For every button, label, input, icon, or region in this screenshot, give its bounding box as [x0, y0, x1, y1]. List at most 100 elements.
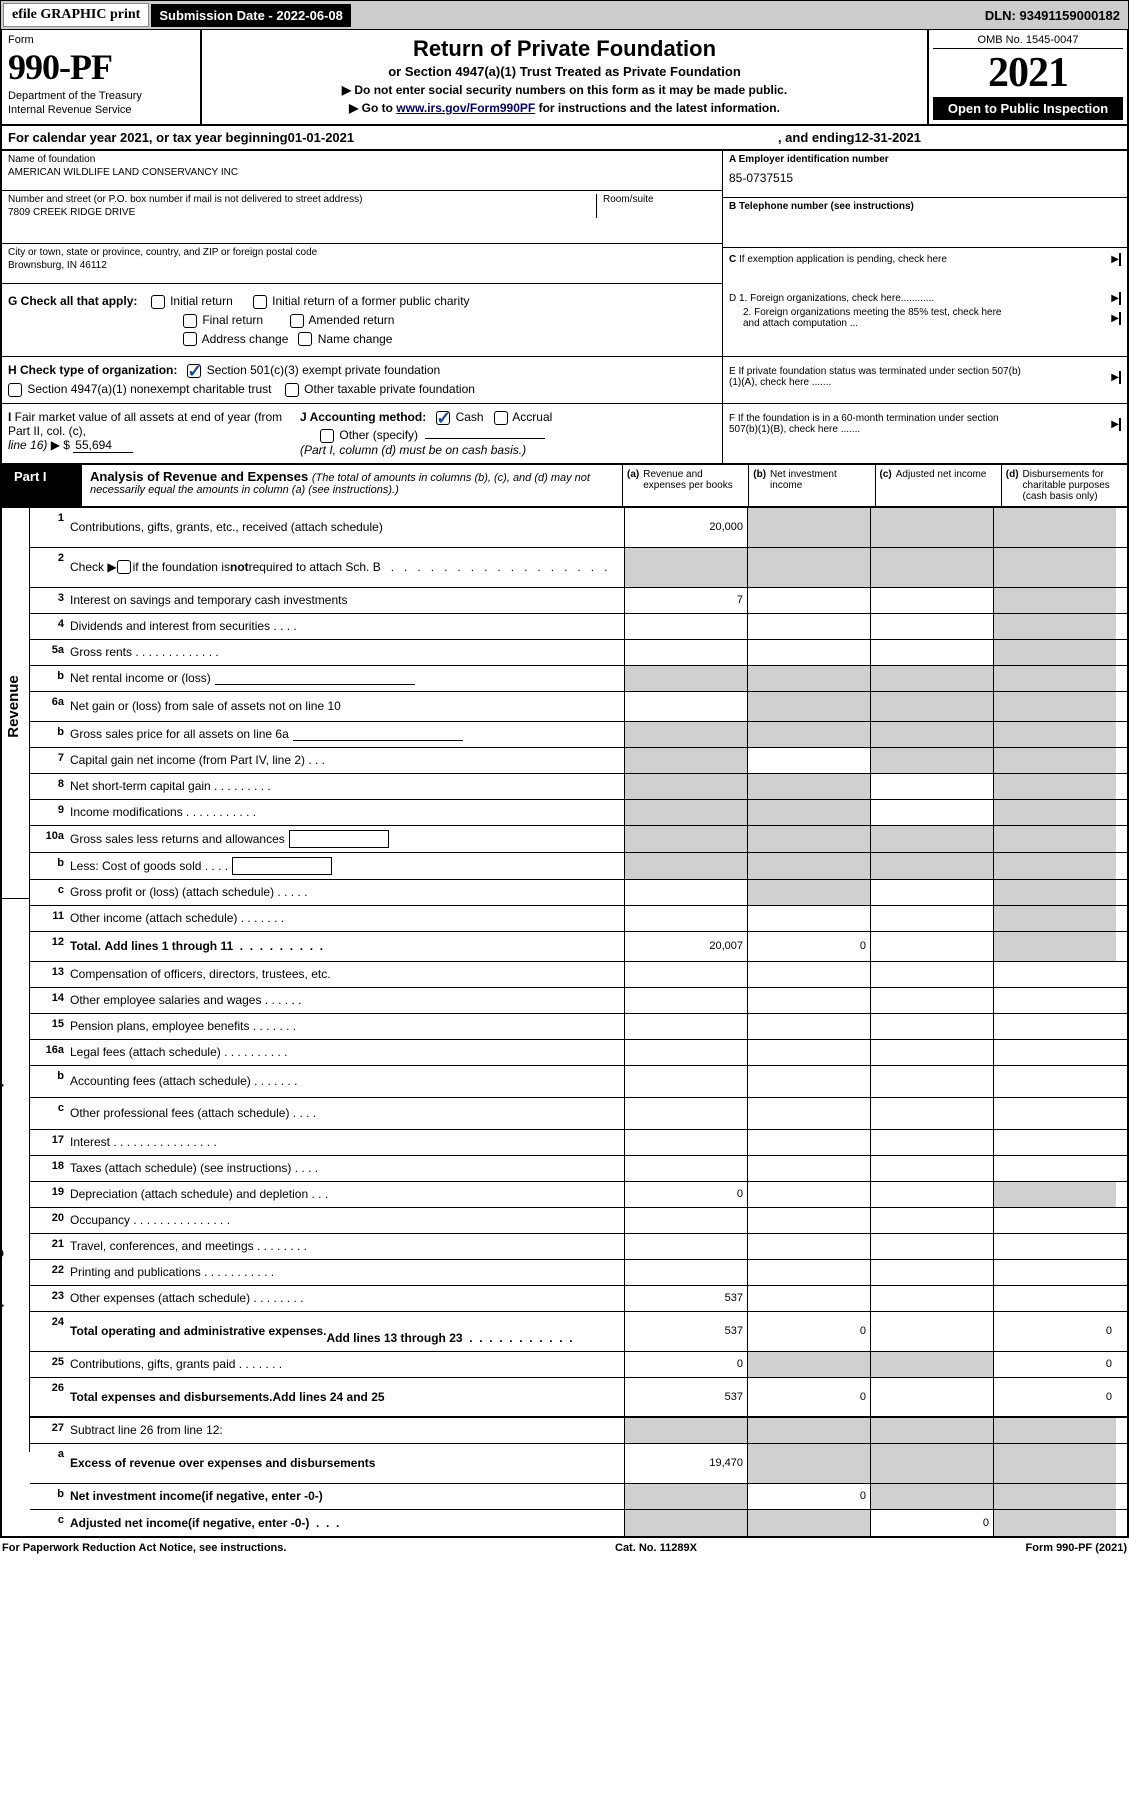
table-row: 12Total. Add lines 1 through 11 . . . . …: [30, 932, 1127, 962]
table-row: 23Other expenses (attach schedule) . . .…: [30, 1286, 1127, 1312]
table-row: 10aGross sales less returns and allowanc…: [30, 826, 1127, 853]
col-b-header: Net investment income: [770, 469, 870, 491]
table-row: 20Occupancy . . . . . . . . . . . . . . …: [30, 1208, 1127, 1234]
col-d-header: Disbursements for charitable purposes (c…: [1023, 469, 1123, 502]
table-row: 6aNet gain or (loss) from sale of assets…: [30, 692, 1127, 722]
part-1-title: Analysis of Revenue and Expenses: [90, 469, 312, 484]
footer-left: For Paperwork Reduction Act Notice, see …: [2, 1542, 286, 1554]
table-row: bNet rental income or (loss): [30, 666, 1127, 692]
g-addrchange-label: Address change: [202, 332, 289, 346]
dln-number: DLN: 93491159000182: [977, 4, 1128, 27]
g-addrchange-checkbox[interactable]: [183, 332, 197, 346]
table-row: 7Capital gain net income (from Part IV, …: [30, 748, 1127, 774]
schb-checkbox[interactable]: [117, 560, 131, 574]
tax-year: 2021: [933, 49, 1123, 97]
col-c-header: Adjusted net income: [896, 469, 987, 480]
g-amended-label: Amended return: [308, 313, 394, 327]
table-row: bNet investment income (if negative, ent…: [30, 1484, 1127, 1510]
h-e-section: H Check type of organization: Section 50…: [0, 357, 1129, 404]
table-row: 8Net short-term capital gain . . . . . .…: [30, 774, 1127, 800]
city-label: City or town, state or province, country…: [8, 247, 716, 258]
h-501c3-checkbox[interactable]: [187, 364, 201, 378]
table-row: bGross sales price for all assets on lin…: [30, 722, 1127, 748]
j-other-checkbox[interactable]: [320, 429, 334, 443]
table-row: bLess: Cost of goods sold . . . .: [30, 853, 1127, 880]
form-note-2: ▶ Go to www.irs.gov/Form990PF for instru…: [222, 101, 907, 115]
f-label: F If the foundation is in a 60-month ter…: [729, 413, 1029, 435]
j-cash-label: Cash: [456, 410, 484, 424]
telephone-label: B Telephone number (see instructions): [729, 201, 1121, 212]
table-row: 18Taxes (attach schedule) (see instructi…: [30, 1156, 1127, 1182]
table-row: 5aGross rents . . . . . . . . . . . . .: [30, 640, 1127, 666]
topbar: efile GRAPHIC print Submission Date - 20…: [0, 0, 1129, 30]
room-suite-label: Room/suite: [596, 194, 716, 218]
table-row: 1Contributions, gifts, grants, etc., rec…: [30, 508, 1127, 548]
j-label: J Accounting method:: [300, 410, 426, 424]
j-cash-checkbox[interactable]: [436, 411, 450, 425]
table-row: 21Travel, conferences, and meetings . . …: [30, 1234, 1127, 1260]
d1-label: D 1. Foreign organizations, check here..…: [729, 293, 934, 304]
g-final-checkbox[interactable]: [183, 314, 197, 328]
part-1-label: Part I: [2, 465, 82, 506]
e-checkbox[interactable]: [1119, 371, 1121, 384]
ein-label: A Employer identification number: [729, 154, 1121, 165]
g-initial-public-checkbox[interactable]: [253, 295, 267, 309]
j-accrual-checkbox[interactable]: [494, 411, 508, 425]
form-label: Form: [8, 34, 194, 46]
table-row: cAdjusted net income (if negative, enter…: [30, 1510, 1127, 1536]
address-value: 7809 CREEK RIDGE DRIVE: [8, 207, 362, 218]
table-row: 16aLegal fees (attach schedule) . . . . …: [30, 1040, 1127, 1066]
part-1-header: Part I Analysis of Revenue and Expenses …: [0, 465, 1129, 508]
c-checkbox[interactable]: [1119, 253, 1121, 266]
h-other-label: Other taxable private foundation: [304, 382, 475, 396]
form-number: 990-PF: [8, 46, 194, 88]
city-value: Brownsburg, IN 46112: [8, 260, 716, 271]
table-row: 22Printing and publications . . . . . . …: [30, 1260, 1127, 1286]
table-row: cGross profit or (loss) (attach schedule…: [30, 880, 1127, 906]
table-row: 26Total expenses and disbursements. Add …: [30, 1378, 1127, 1418]
table-row: 15Pension plans, employee benefits . . .…: [30, 1014, 1127, 1040]
table-row: 17Interest . . . . . . . . . . . . . . .…: [30, 1130, 1127, 1156]
form-header: Form 990-PF Department of the Treasury I…: [0, 30, 1129, 126]
expenses-tab: Operating and Administrative Expenses: [2, 898, 30, 1452]
form-note-1: ▶ Do not enter social security numbers o…: [222, 83, 907, 97]
g-namechange-label: Name change: [318, 332, 393, 346]
fmv-value: 55,694: [73, 438, 133, 453]
h-501c3-label: Section 501(c)(3) exempt private foundat…: [207, 363, 440, 377]
revenue-tab: Revenue: [2, 508, 30, 898]
calendar-year-row: For calendar year 2021, or tax year begi…: [0, 126, 1129, 151]
irs-link[interactable]: www.irs.gov/Form990PF: [396, 101, 535, 115]
form-title: Return of Private Foundation: [222, 36, 907, 62]
h-other-checkbox[interactable]: [285, 383, 299, 397]
g-d-section: G Check all that apply: Initial return I…: [0, 284, 1129, 357]
table-row: 9Income modifications . . . . . . . . . …: [30, 800, 1127, 826]
g-amended-checkbox[interactable]: [290, 314, 304, 328]
d2-checkbox[interactable]: [1119, 312, 1121, 325]
table-row: 25Contributions, gifts, grants paid . . …: [30, 1352, 1127, 1378]
table-row: 4Dividends and interest from securities …: [30, 614, 1127, 640]
j-note: (Part I, column (d) must be on cash basi…: [300, 443, 526, 457]
h-label: H Check type of organization:: [8, 363, 177, 377]
table-row: cOther professional fees (attach schedul…: [30, 1098, 1127, 1130]
page-footer: For Paperwork Reduction Act Notice, see …: [0, 1538, 1129, 1558]
dept-irs: Internal Revenue Service: [8, 104, 194, 116]
omb-number: OMB No. 1545-0047: [933, 34, 1123, 49]
d1-checkbox[interactable]: [1119, 292, 1121, 305]
footer-mid: Cat. No. 11289X: [615, 1542, 697, 1554]
table-row: 3Interest on savings and temporary cash …: [30, 588, 1127, 614]
h-4947-checkbox[interactable]: [8, 383, 22, 397]
f-checkbox[interactable]: [1119, 418, 1121, 431]
efile-print-button[interactable]: efile GRAPHIC print: [3, 3, 149, 27]
foundation-name: AMERICAN WILDLIFE LAND CONSERVANCY INC: [8, 167, 716, 178]
form-subtitle: or Section 4947(a)(1) Trust Treated as P…: [222, 64, 907, 79]
table-row: 27Subtract line 26 from line 12:: [30, 1418, 1127, 1444]
dept-treasury: Department of the Treasury: [8, 90, 194, 102]
g-initial-checkbox[interactable]: [151, 295, 165, 309]
h-4947-label: Section 4947(a)(1) nonexempt charitable …: [27, 382, 271, 396]
ein-value: 85-0737515: [729, 171, 1121, 185]
c-exemption-label: If exemption application is pending, che…: [739, 254, 947, 265]
g-namechange-checkbox[interactable]: [298, 332, 312, 346]
e-label: E If private foundation status was termi…: [729, 366, 1029, 388]
g-initial-public-label: Initial return of a former public charit…: [272, 294, 469, 308]
col-a-header: Revenue and expenses per books: [643, 469, 744, 491]
